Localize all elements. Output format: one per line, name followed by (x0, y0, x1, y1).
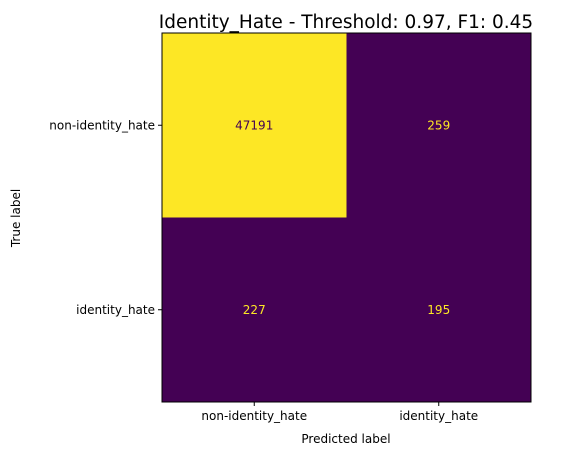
cell-value-labels: 47191 259 227 195 (235, 118, 450, 317)
heatmap-cell (346, 217, 531, 402)
heatmap-cell (162, 217, 347, 402)
heatmap-cells (162, 33, 531, 402)
y-tick-label: non-identity_hate (49, 118, 155, 132)
chart-title: Identity_Hate - Threshold: 0.97, F1: 0.4… (159, 12, 533, 33)
cell-value-label: 195 (427, 303, 450, 317)
cell-value-label: 227 (243, 303, 266, 317)
x-tick-label: identity_hate (399, 409, 478, 423)
plot-frame (161, 32, 532, 403)
y-tick-label: identity_hate (76, 303, 155, 317)
heatmap-cell (346, 33, 531, 218)
y-axis-ticks: non-identity_hate identity_hate (49, 118, 162, 317)
x-tick-label: non-identity_hate (201, 409, 307, 423)
y-axis-label: True label (9, 189, 23, 248)
cell-value-label: 259 (427, 118, 450, 132)
x-axis-ticks: non-identity_hate identity_hate (201, 402, 478, 423)
x-axis-label: Predicted label (301, 432, 390, 446)
heatmap-cell (162, 33, 347, 218)
cell-value-label: 47191 (235, 118, 273, 132)
